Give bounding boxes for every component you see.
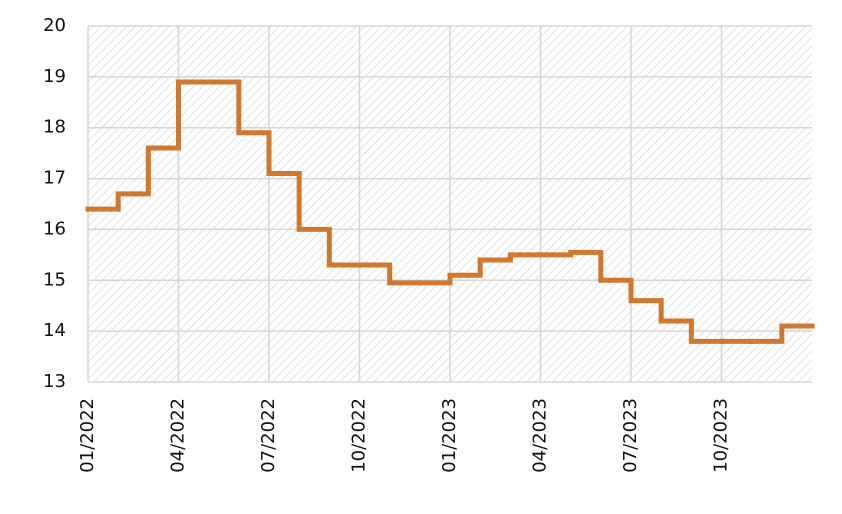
y-tick-label: 16 [43, 218, 66, 239]
x-tick-label: 04/2022 [168, 398, 189, 473]
x-tick-label: 07/2023 [620, 398, 641, 473]
x-tick-label: 10/2023 [711, 398, 732, 473]
y-tick-label: 18 [43, 117, 66, 138]
x-tick-label: 07/2022 [258, 398, 279, 473]
y-tick-label: 15 [43, 269, 66, 290]
x-tick-label: 10/2022 [349, 398, 370, 473]
x-tick-label: 01/2022 [77, 398, 98, 473]
y-tick-label: 13 [43, 371, 66, 392]
y-tick-label: 19 [43, 66, 66, 87]
y-tick-label: 14 [43, 320, 66, 341]
x-tick-label: 01/2023 [439, 398, 460, 473]
y-tick-label: 20 [43, 15, 66, 36]
y-tick-label: 17 [43, 168, 66, 189]
x-tick-label: 04/2023 [530, 398, 551, 473]
